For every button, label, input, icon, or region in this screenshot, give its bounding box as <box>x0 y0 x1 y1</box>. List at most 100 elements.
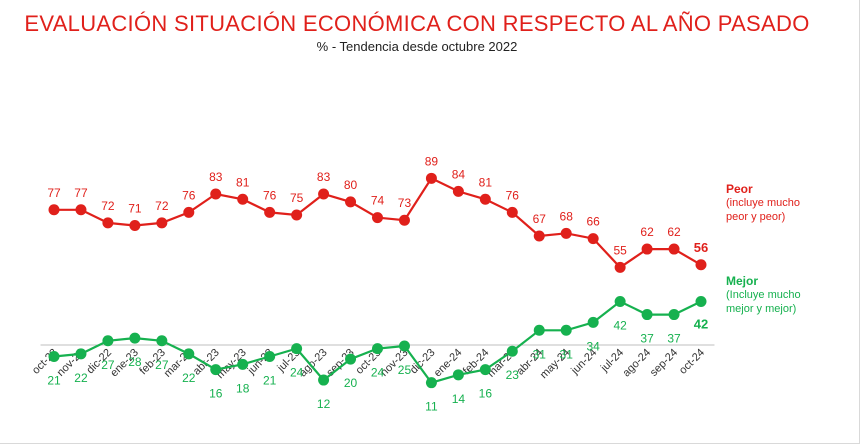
data-label: 16 <box>479 387 493 401</box>
data-label: 42 <box>694 316 708 331</box>
legend-mejor-desc-line2: mejor y mejor) <box>726 303 797 315</box>
data-point <box>372 343 383 355</box>
data-label: 22 <box>74 371 88 385</box>
data-label: 74 <box>371 194 385 208</box>
legend-peor-name: Peor <box>726 182 753 196</box>
data-point <box>75 204 87 216</box>
data-label: 89 <box>425 154 439 168</box>
data-point <box>425 377 437 389</box>
data-label: 76 <box>182 188 196 202</box>
data-label: 23 <box>506 368 520 382</box>
data-label: 80 <box>344 178 358 192</box>
data-point <box>533 230 545 242</box>
data-label: 72 <box>155 199 169 213</box>
data-label: 16 <box>209 387 223 401</box>
data-label: 12 <box>317 397 331 411</box>
data-point <box>318 374 330 386</box>
data-point <box>156 217 168 229</box>
data-point <box>398 340 410 352</box>
data-label: 21 <box>263 373 277 387</box>
data-point <box>102 335 114 347</box>
data-point <box>614 295 626 307</box>
data-point <box>318 188 330 200</box>
data-point <box>452 369 464 381</box>
data-point <box>560 324 572 336</box>
data-point <box>183 348 195 360</box>
chart-subtitle: % - Tendencia desde octubre 2022 <box>316 39 518 54</box>
data-label: 81 <box>236 175 250 189</box>
data-label: 55 <box>613 243 627 257</box>
data-point <box>560 227 572 239</box>
data-point <box>372 212 383 224</box>
data-label: 76 <box>263 188 277 202</box>
data-label: 62 <box>640 225 654 239</box>
data-point <box>668 309 680 321</box>
data-point <box>237 358 249 370</box>
data-point <box>506 345 518 357</box>
data-point <box>695 259 707 271</box>
data-point <box>264 350 276 362</box>
series-layer: 77 77 72 71 72 76 83 81 76 75 83 80 74 73 89 84 81 76 67 68… <box>47 154 708 413</box>
data-label: 31 <box>560 347 574 361</box>
data-point <box>102 217 114 229</box>
data-point <box>291 343 303 355</box>
data-label: 77 <box>47 186 61 200</box>
data-label: 77 <box>74 186 88 200</box>
data-point <box>345 353 357 365</box>
data-label: 27 <box>101 358 115 372</box>
legend-mejor-desc-line1: (Incluye mucho <box>726 289 801 301</box>
data-label: 21 <box>47 373 61 387</box>
data-label: 37 <box>667 332 681 346</box>
x-tick-label: ago-24 <box>620 347 653 380</box>
data-label: 66 <box>586 215 600 229</box>
data-point <box>587 316 599 328</box>
data-label: 72 <box>101 199 115 213</box>
data-label: 25 <box>398 363 412 377</box>
data-label: 24 <box>290 366 304 380</box>
data-point <box>425 172 437 184</box>
data-point <box>345 196 357 208</box>
data-label: 24 <box>371 366 385 380</box>
data-point <box>641 243 653 255</box>
data-point <box>506 206 518 218</box>
data-point <box>291 209 303 221</box>
data-point <box>48 204 60 216</box>
data-point <box>183 206 195 218</box>
data-label: 11 <box>425 400 438 414</box>
data-point <box>75 348 87 360</box>
data-label: 67 <box>533 212 547 226</box>
legend-mejor: Mejor (Incluye mucho mejor y mejor) <box>726 274 801 316</box>
data-label: 56 <box>694 240 708 255</box>
data-label: 14 <box>452 392 466 406</box>
data-point <box>237 193 249 205</box>
data-point <box>210 188 222 200</box>
data-label: 84 <box>452 167 466 181</box>
data-point <box>479 193 491 205</box>
data-point <box>587 233 599 245</box>
data-label: 83 <box>317 170 331 184</box>
data-point <box>264 206 276 218</box>
legend-peor-desc-line1: (incluye mucho <box>726 197 800 209</box>
data-label: 68 <box>560 209 574 223</box>
legend-peor-desc-line2: peor y peor) <box>726 211 786 223</box>
data-point <box>156 335 168 347</box>
data-label: 42 <box>613 318 627 332</box>
data-point <box>695 295 707 307</box>
data-point <box>129 332 141 344</box>
data-label: 71 <box>128 201 142 215</box>
legend-mejor-name: Mejor <box>726 274 759 288</box>
data-label: 31 <box>533 347 547 361</box>
data-label: 81 <box>479 175 493 189</box>
data-point <box>614 261 626 273</box>
data-label: 34 <box>586 339 600 353</box>
data-point <box>533 324 545 336</box>
data-label: 20 <box>344 376 358 390</box>
data-label: 75 <box>290 191 304 205</box>
data-point <box>668 243 680 255</box>
data-point <box>210 364 222 376</box>
data-label: 37 <box>640 332 654 346</box>
data-point <box>129 219 141 231</box>
data-label: 22 <box>182 371 196 385</box>
